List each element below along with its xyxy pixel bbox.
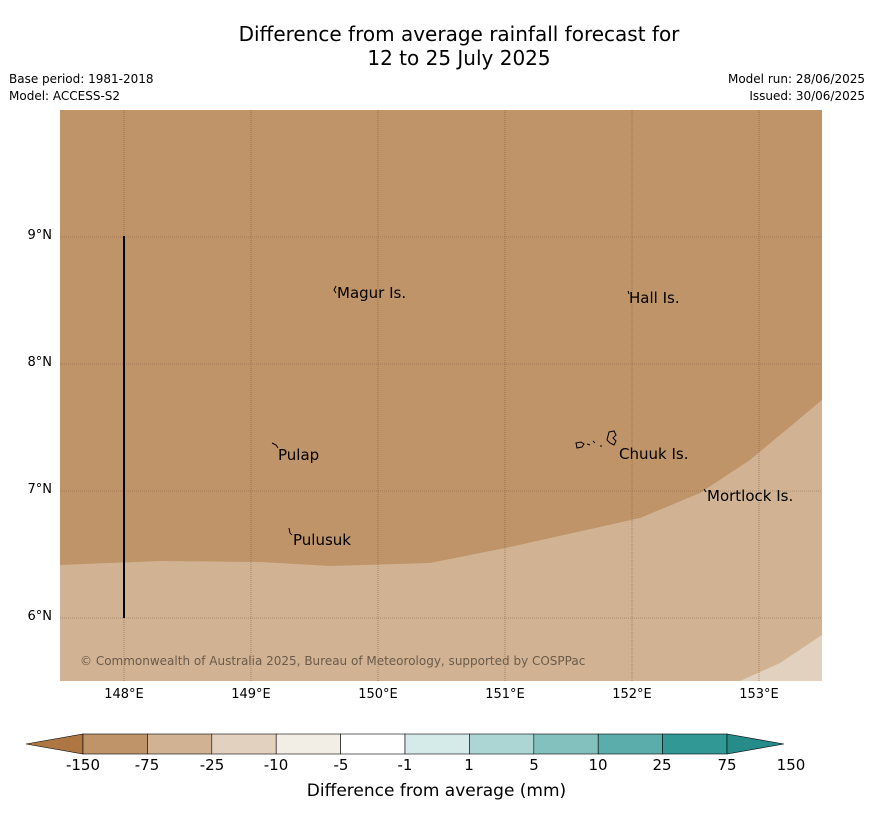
meta-right: Model run: 28/06/2025 Issued: 30/06/2025 [728, 71, 865, 105]
colorbar-swatch [533, 733, 599, 755]
place-label-hall: Hall Is. [629, 289, 680, 307]
colorbar-legend [25, 733, 785, 755]
lon-label-148e: 148°E [104, 687, 144, 702]
colorbar-swatch [147, 733, 213, 755]
lat-label-7n: 7°N [27, 482, 53, 497]
title-line-2: 12 to 25 July 2025 [367, 46, 551, 70]
lat-label-6n: 6°N [27, 609, 53, 624]
colorbar-swatch [469, 733, 535, 755]
model-text: Model: ACCESS-S2 [9, 89, 121, 103]
base-period-text: Base period: 1981-2018 [9, 72, 154, 86]
colorbar-label: 75 [717, 756, 737, 774]
rainfall-map: Magur Is. Hall Is. Pulap Chuuk Is. Mortl… [60, 110, 822, 681]
island-hall [627, 290, 630, 295]
island-outlines [271, 285, 707, 536]
lon-label-149e: 149°E [231, 687, 271, 702]
colorbar-swatch [82, 733, 148, 755]
colorbar-label: -5 [333, 756, 349, 774]
colorbar-label: 150 [776, 756, 806, 774]
issued-text: Issued: 30/06/2025 [749, 89, 865, 103]
anomaly-band-lighter [60, 400, 822, 681]
colorbar-title: Difference from average (mm) [306, 781, 567, 801]
colorbar-label: 10 [588, 756, 608, 774]
island-pulap [271, 442, 279, 449]
meta-left: Base period: 1981-2018 Model: ACCESS-S2 [9, 71, 154, 105]
island-pulusuk [288, 527, 293, 536]
colorbar-extend-high [726, 733, 785, 755]
colorbar-label: 1 [464, 756, 474, 774]
place-label-pulap: Pulap [278, 446, 319, 464]
colorbar-label: 25 [652, 756, 672, 774]
colorbar-swatch [404, 733, 470, 755]
lon-label-150e: 150°E [358, 687, 398, 702]
lon-label-152e: 152°E [612, 687, 652, 702]
lon-label-151e: 151°E [485, 687, 525, 702]
lon-label-153e: 153°E [739, 687, 779, 702]
colorbar-label: 5 [529, 756, 539, 774]
graticule [60, 110, 822, 681]
island-chuuk [575, 430, 617, 449]
colorbar-label: -10 [263, 756, 289, 774]
colorbar-label: -25 [199, 756, 225, 774]
model-run-text: Model run: 28/06/2025 [727, 72, 865, 86]
title-line-1: Difference from average rainfall forecas… [238, 22, 680, 46]
island-mortlock [703, 488, 707, 493]
colorbar-extend-low [25, 733, 84, 755]
place-label-chuuk: Chuuk Is. [619, 445, 688, 463]
colorbar-swatch [662, 733, 728, 755]
lat-label-8n: 8°N [27, 355, 53, 370]
colorbar-swatch [597, 733, 663, 755]
place-label-magur: Magur Is. [337, 284, 406, 302]
copyright-notice: © Commonwealth of Australia 2025, Bureau… [80, 654, 585, 668]
colorbar-label: -150 [65, 756, 101, 774]
colorbar-swatch [340, 733, 406, 755]
place-label-pulusuk: Pulusuk [293, 531, 351, 549]
colorbar-swatches [25, 733, 785, 755]
lat-label-9n: 9°N [27, 228, 53, 243]
map-title: Difference from average rainfall forecas… [0, 22, 873, 70]
island-magur [333, 285, 337, 294]
place-label-mortlock: Mortlock Is. [707, 487, 793, 505]
colorbar-label: -1 [397, 756, 413, 774]
colorbar-swatch [211, 733, 277, 755]
colorbar-label: -75 [134, 756, 160, 774]
anomaly-band-lightest [740, 635, 822, 681]
colorbar-swatch [275, 733, 341, 755]
